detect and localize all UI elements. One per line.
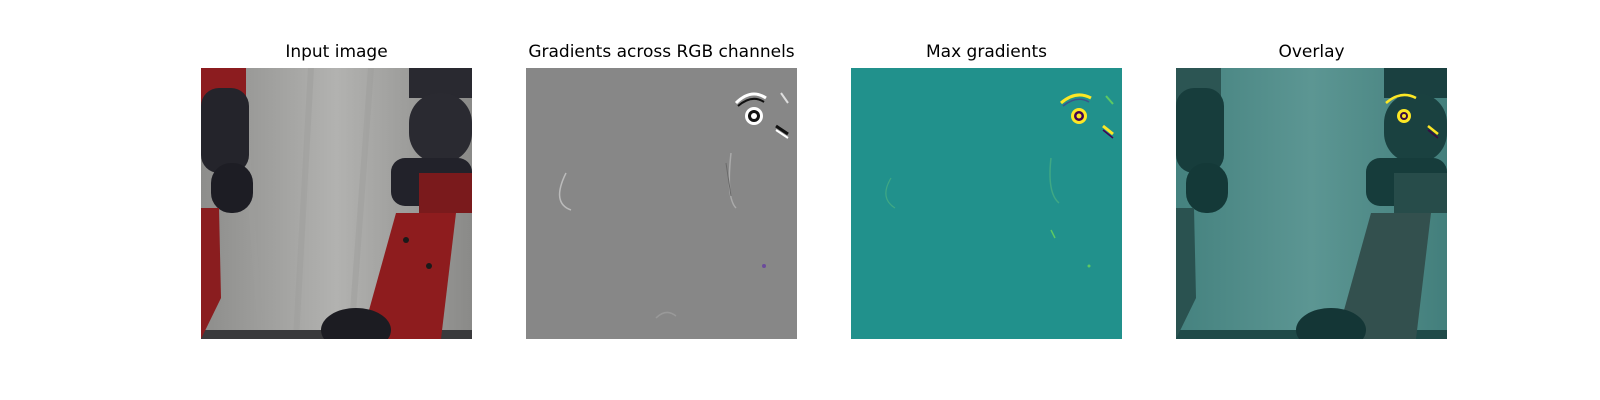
panel-title: Gradients across RGB channels bbox=[528, 42, 795, 62]
rgb-gradients-panel: Gradients across RGB channels bbox=[526, 42, 797, 339]
input-image bbox=[201, 68, 472, 339]
overlay-image bbox=[1176, 68, 1447, 339]
panel-title: Overlay bbox=[1278, 42, 1345, 62]
panel-title: Input image bbox=[285, 42, 388, 62]
overlay-panel: Overlay bbox=[1176, 42, 1447, 339]
max-gradients-panel: Max gradients bbox=[851, 42, 1122, 339]
max-gradients-image bbox=[851, 68, 1122, 339]
panel-title: Max gradients bbox=[925, 42, 1048, 62]
rgb-gradients-image bbox=[526, 68, 797, 339]
input-image-panel: Input image bbox=[201, 42, 472, 339]
